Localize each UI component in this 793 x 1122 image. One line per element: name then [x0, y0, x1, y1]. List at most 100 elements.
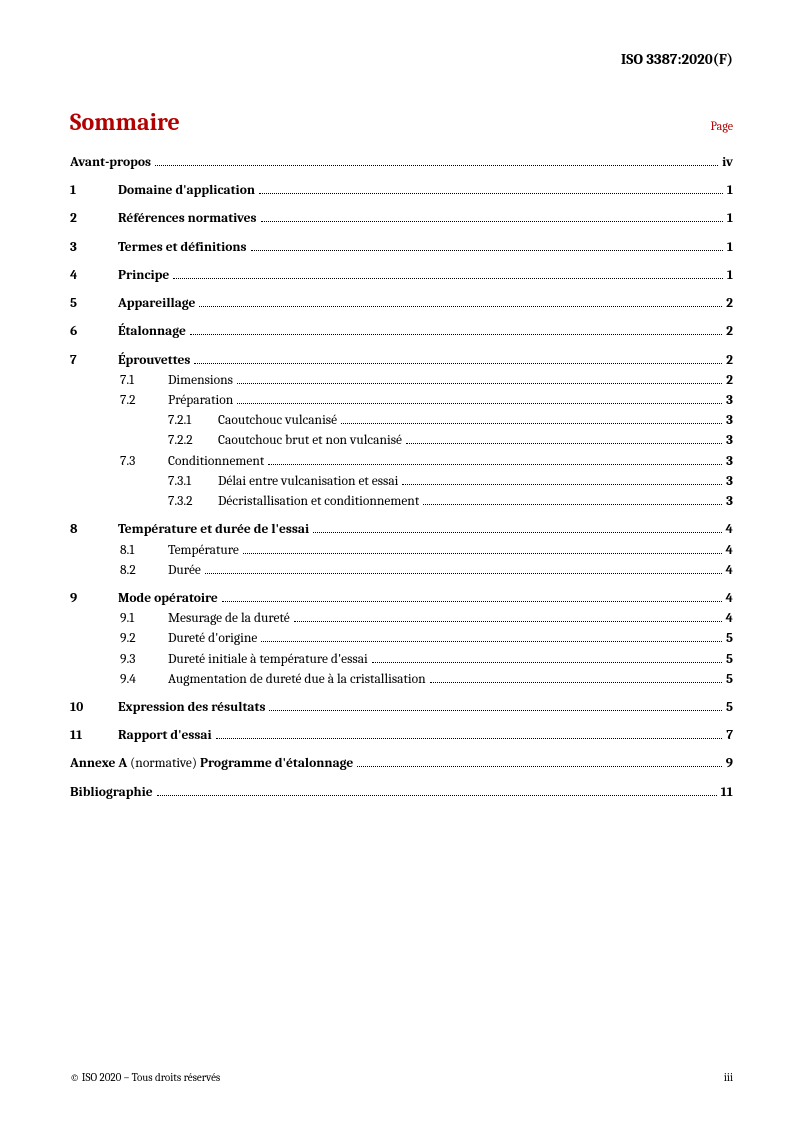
toc-page-number: 4 — [726, 610, 733, 628]
toc-entry-title: Mode opératoire — [118, 590, 218, 608]
toc-page-number: 3 — [726, 392, 733, 410]
toc-entry-title: Termes et définitions — [118, 239, 247, 257]
toc-entry-title: Dureté d'origine — [168, 630, 257, 648]
toc-page-number: 5 — [726, 651, 733, 669]
toc-subsubsection-number: 7.3.2 — [166, 493, 218, 511]
toc-entry-title: Bibliographie — [70, 784, 153, 802]
toc-leader — [237, 372, 722, 384]
toc-page-number: 2 — [726, 323, 733, 341]
toc-page-number: 2 — [726, 372, 733, 390]
toc-entry-title: Caoutchouc brut et non vulcanisé — [218, 432, 402, 450]
toc-subsection-number: 9.3 — [118, 651, 168, 669]
document-id: ISO 3387:2020(F) — [70, 50, 733, 68]
page: ISO 3387:2020(F) Sommaire Page Avant-pro… — [0, 0, 793, 1122]
toc-7-3[interactable]: 7.3Conditionnement3 — [70, 453, 733, 471]
toc-8[interactable]: 8Température et durée de l'essai4 — [70, 521, 733, 539]
toc-7-2[interactable]: 7.2Préparation3 — [70, 392, 733, 410]
toc-subsubsection-number: 7.2.1 — [166, 412, 218, 430]
footer: © ISO 2020 – Tous droits réservés iii — [70, 1071, 733, 1084]
toc-entry-title: Éprouvettes — [118, 352, 190, 370]
toc-leader — [261, 631, 722, 643]
toc-leader — [268, 453, 722, 465]
toc-leader — [372, 651, 722, 663]
toc-section-number: 10 — [70, 699, 118, 717]
toc-section-number: 11 — [70, 727, 118, 745]
toc-leader — [430, 671, 722, 683]
toc-8-1[interactable]: 8.1Température4 — [70, 542, 733, 560]
toc-section-number: 1 — [70, 182, 118, 200]
toc-subsection-number: 9.4 — [118, 671, 168, 689]
toc-2[interactable]: 2Références normatives1 — [70, 210, 733, 228]
toc-annexe-a[interactable]: Annexe A (normative) Programme d'étalonn… — [70, 755, 733, 773]
toc-6[interactable]: 6Étalonnage2 — [70, 323, 733, 341]
toc-entry-title: Appareillage — [118, 295, 195, 313]
toc-9[interactable]: 9Mode opératoire4 — [70, 590, 733, 608]
toc-leader — [259, 182, 723, 194]
toc-9-1[interactable]: 9.1Mesurage de la dureté4 — [70, 610, 733, 628]
page-number: iii — [724, 1071, 733, 1084]
toc-entry-title: Durée — [168, 562, 201, 580]
toc-7-1[interactable]: 7.1Dimensions2 — [70, 372, 733, 390]
toc-leader — [237, 392, 722, 404]
toc-page-number: 3 — [726, 453, 733, 471]
toc-leader — [402, 473, 722, 485]
toc-entry-title: Principe — [118, 267, 169, 285]
toc-page-number: 4 — [726, 542, 733, 560]
toc-page-number: 1 — [727, 239, 733, 257]
toc-11[interactable]: 11Rapport d'essai 7 — [70, 727, 733, 745]
toc-leader — [243, 542, 722, 554]
toc-entry-title: Caoutchouc vulcanisé — [218, 412, 337, 430]
toc-leader — [194, 352, 722, 364]
toc-avant-propos[interactable]: Avant-propos iv — [70, 154, 733, 172]
toc-section-number: 3 — [70, 239, 118, 257]
toc-7[interactable]: 7Éprouvettes2 — [70, 352, 733, 370]
toc-7-2-2[interactable]: 7.2.2Caoutchouc brut et non vulcanisé3 — [70, 432, 733, 450]
toc-10[interactable]: 10Expression des résultats5 — [70, 699, 733, 717]
toc-page-number: 4 — [726, 562, 733, 580]
toc-leader — [423, 493, 722, 505]
toc-leader — [157, 784, 717, 796]
toc-7-2-1[interactable]: 7.2.1Caoutchouc vulcanisé3 — [70, 412, 733, 430]
toc-8-2[interactable]: 8.2Durée 4 — [70, 562, 733, 580]
toc-9-4[interactable]: 9.4Augmentation de dureté due à la crist… — [70, 671, 733, 689]
toc-entry-title: Rapport d'essai — [118, 727, 212, 745]
toc-7-3-1[interactable]: 7.3.1Délai entre vulcanisation et essai3 — [70, 473, 733, 491]
toc-page-number: iv — [722, 154, 733, 172]
toc-leader — [261, 211, 723, 223]
toc-5[interactable]: 5Appareillage2 — [70, 295, 733, 313]
toc-leader — [205, 562, 722, 574]
toc-leader — [216, 727, 723, 739]
toc-page-number: 3 — [726, 493, 733, 511]
toc-9-3[interactable]: 9.3Dureté initiale à température d'essai… — [70, 651, 733, 669]
toc-3[interactable]: 3Termes et définitions 1 — [70, 239, 733, 257]
toc-9-2[interactable]: 9.2Dureté d'origine5 — [70, 630, 733, 648]
toc-leader — [155, 154, 718, 166]
toc-entry-title: Étalonnage — [118, 323, 186, 341]
toc-entry-title: Dimensions — [168, 372, 233, 390]
title-row: Sommaire Page — [70, 108, 733, 136]
toc-page-number: 7 — [726, 727, 733, 745]
toc-page-number: 1 — [727, 182, 733, 200]
toc-leader — [341, 412, 722, 424]
toc-entry-title: Augmentation de dureté due à la cristall… — [168, 671, 426, 689]
toc-4[interactable]: 4Principe1 — [70, 267, 733, 285]
toc-subsection-number: 8.2 — [118, 562, 168, 580]
toc-page-number: 4 — [726, 521, 733, 539]
toc-1[interactable]: 1Domaine d'application1 — [70, 182, 733, 200]
toc-leader — [190, 324, 722, 336]
toc-subsubsection-number: 7.3.1 — [166, 473, 218, 491]
toc-entry-title: Annexe A (normative) Programme d'étalonn… — [70, 755, 353, 773]
toc-entry-title: Avant-propos — [70, 154, 151, 172]
toc-page-number: 2 — [726, 352, 733, 370]
toc-section-number: 2 — [70, 210, 118, 228]
toc-7-3-2[interactable]: 7.3.2Décristallisation et conditionnemen… — [70, 493, 733, 511]
toc-subsection-number: 7.2 — [118, 392, 168, 410]
toc-leader — [199, 295, 722, 307]
toc-section-number: 4 — [70, 267, 118, 285]
toc-section-number: 5 — [70, 295, 118, 313]
toc-entry-title: Décristallisation et conditionnement — [218, 493, 419, 511]
toc-page-number: 3 — [726, 432, 733, 450]
toc-entry-title: Domaine d'application — [118, 182, 255, 200]
toc-page-number: 5 — [726, 699, 733, 717]
toc-biblio[interactable]: Bibliographie11 — [70, 784, 733, 802]
